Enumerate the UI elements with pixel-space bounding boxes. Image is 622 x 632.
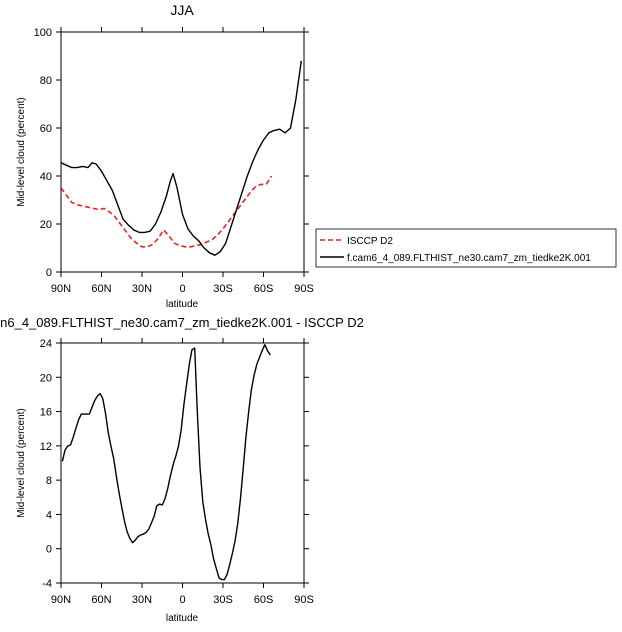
bottom-y-tick-label: 12 <box>40 441 52 453</box>
top-x-tick-label: 90N <box>51 283 71 295</box>
top-x-tick-label: 30S <box>213 283 233 295</box>
top-series-line-1 <box>60 60 302 256</box>
bottom-y-tick-label: 0 <box>46 544 52 556</box>
top-x-tick-label: 60S <box>254 283 274 295</box>
bottom-y-tick-label: 4 <box>46 509 52 521</box>
top-series-line-0 <box>60 175 273 248</box>
top-x-tick-label: 0 <box>179 283 185 295</box>
top-y-tick-label: 40 <box>40 171 52 183</box>
top-y-tick-label: 0 <box>46 267 52 279</box>
top-x-tick-label: 30N <box>132 283 152 295</box>
legend-label-isccp: ISCCP D2 <box>347 236 393 247</box>
bottom-y-tick-label: 8 <box>46 475 52 487</box>
bottom-y-tick-label: -4 <box>42 578 52 590</box>
top-plot-area: 90N 60N 30N 0 30S 60S 90S 0 20 40 60 80 100 <box>34 27 314 295</box>
legend-label-model: f.cam6_4_089.FLTHIST_ne30.cam7_zm_tiedke… <box>347 253 591 264</box>
top-x-tick-label: 90S <box>294 283 314 295</box>
bottom-x-tick-label: 30S <box>213 594 233 606</box>
bottom-y-tick-label: 16 <box>40 407 52 419</box>
top-y-axis-label: Mid-level cloud (percent) <box>16 97 27 207</box>
bottom-title: n6_4_089.FLTHIST_ne30.cam7_zm_tiedke2K.0… <box>0 315 364 330</box>
bottom-x-axis-label: latitude <box>166 613 199 624</box>
top-x-axis-label: latitude <box>166 299 199 310</box>
bottom-x-tick-label: 60S <box>254 594 274 606</box>
bottom-y-tick-label: 24 <box>40 338 52 350</box>
bottom-plot-area: 90N 60N 30N 0 30S 60S 90S -4 0 4 8 12 16 20 24 <box>40 338 314 606</box>
bottom-x-tick-label: 60N <box>91 594 111 606</box>
top-title: JJA <box>170 2 194 18</box>
bottom-y-tick-label: 20 <box>40 372 52 384</box>
top-y-tick-label: 60 <box>40 123 52 135</box>
bottom-x-tick-label: 90N <box>51 594 71 606</box>
bottom-plot-frame <box>60 342 305 584</box>
top-y-tick-label: 20 <box>40 219 52 231</box>
bottom-y-axis-label: Mid-level cloud (percent) <box>16 408 27 518</box>
top-y-tick-label: 80 <box>40 75 52 87</box>
top-x-tick-label: 60N <box>91 283 111 295</box>
top-plot-frame <box>60 31 305 273</box>
bottom-series-line-0 <box>61 344 271 581</box>
top-y-tick-label: 100 <box>34 27 52 39</box>
legend: ISCCP D2 f.cam6_4_089.FLTHIST_ne30.cam7_… <box>315 228 617 268</box>
legend-box <box>315 228 617 268</box>
bottom-x-tick-label: 0 <box>179 594 185 606</box>
bottom-x-tick-label: 30N <box>132 594 152 606</box>
bottom-x-tick-label: 90S <box>294 594 314 606</box>
